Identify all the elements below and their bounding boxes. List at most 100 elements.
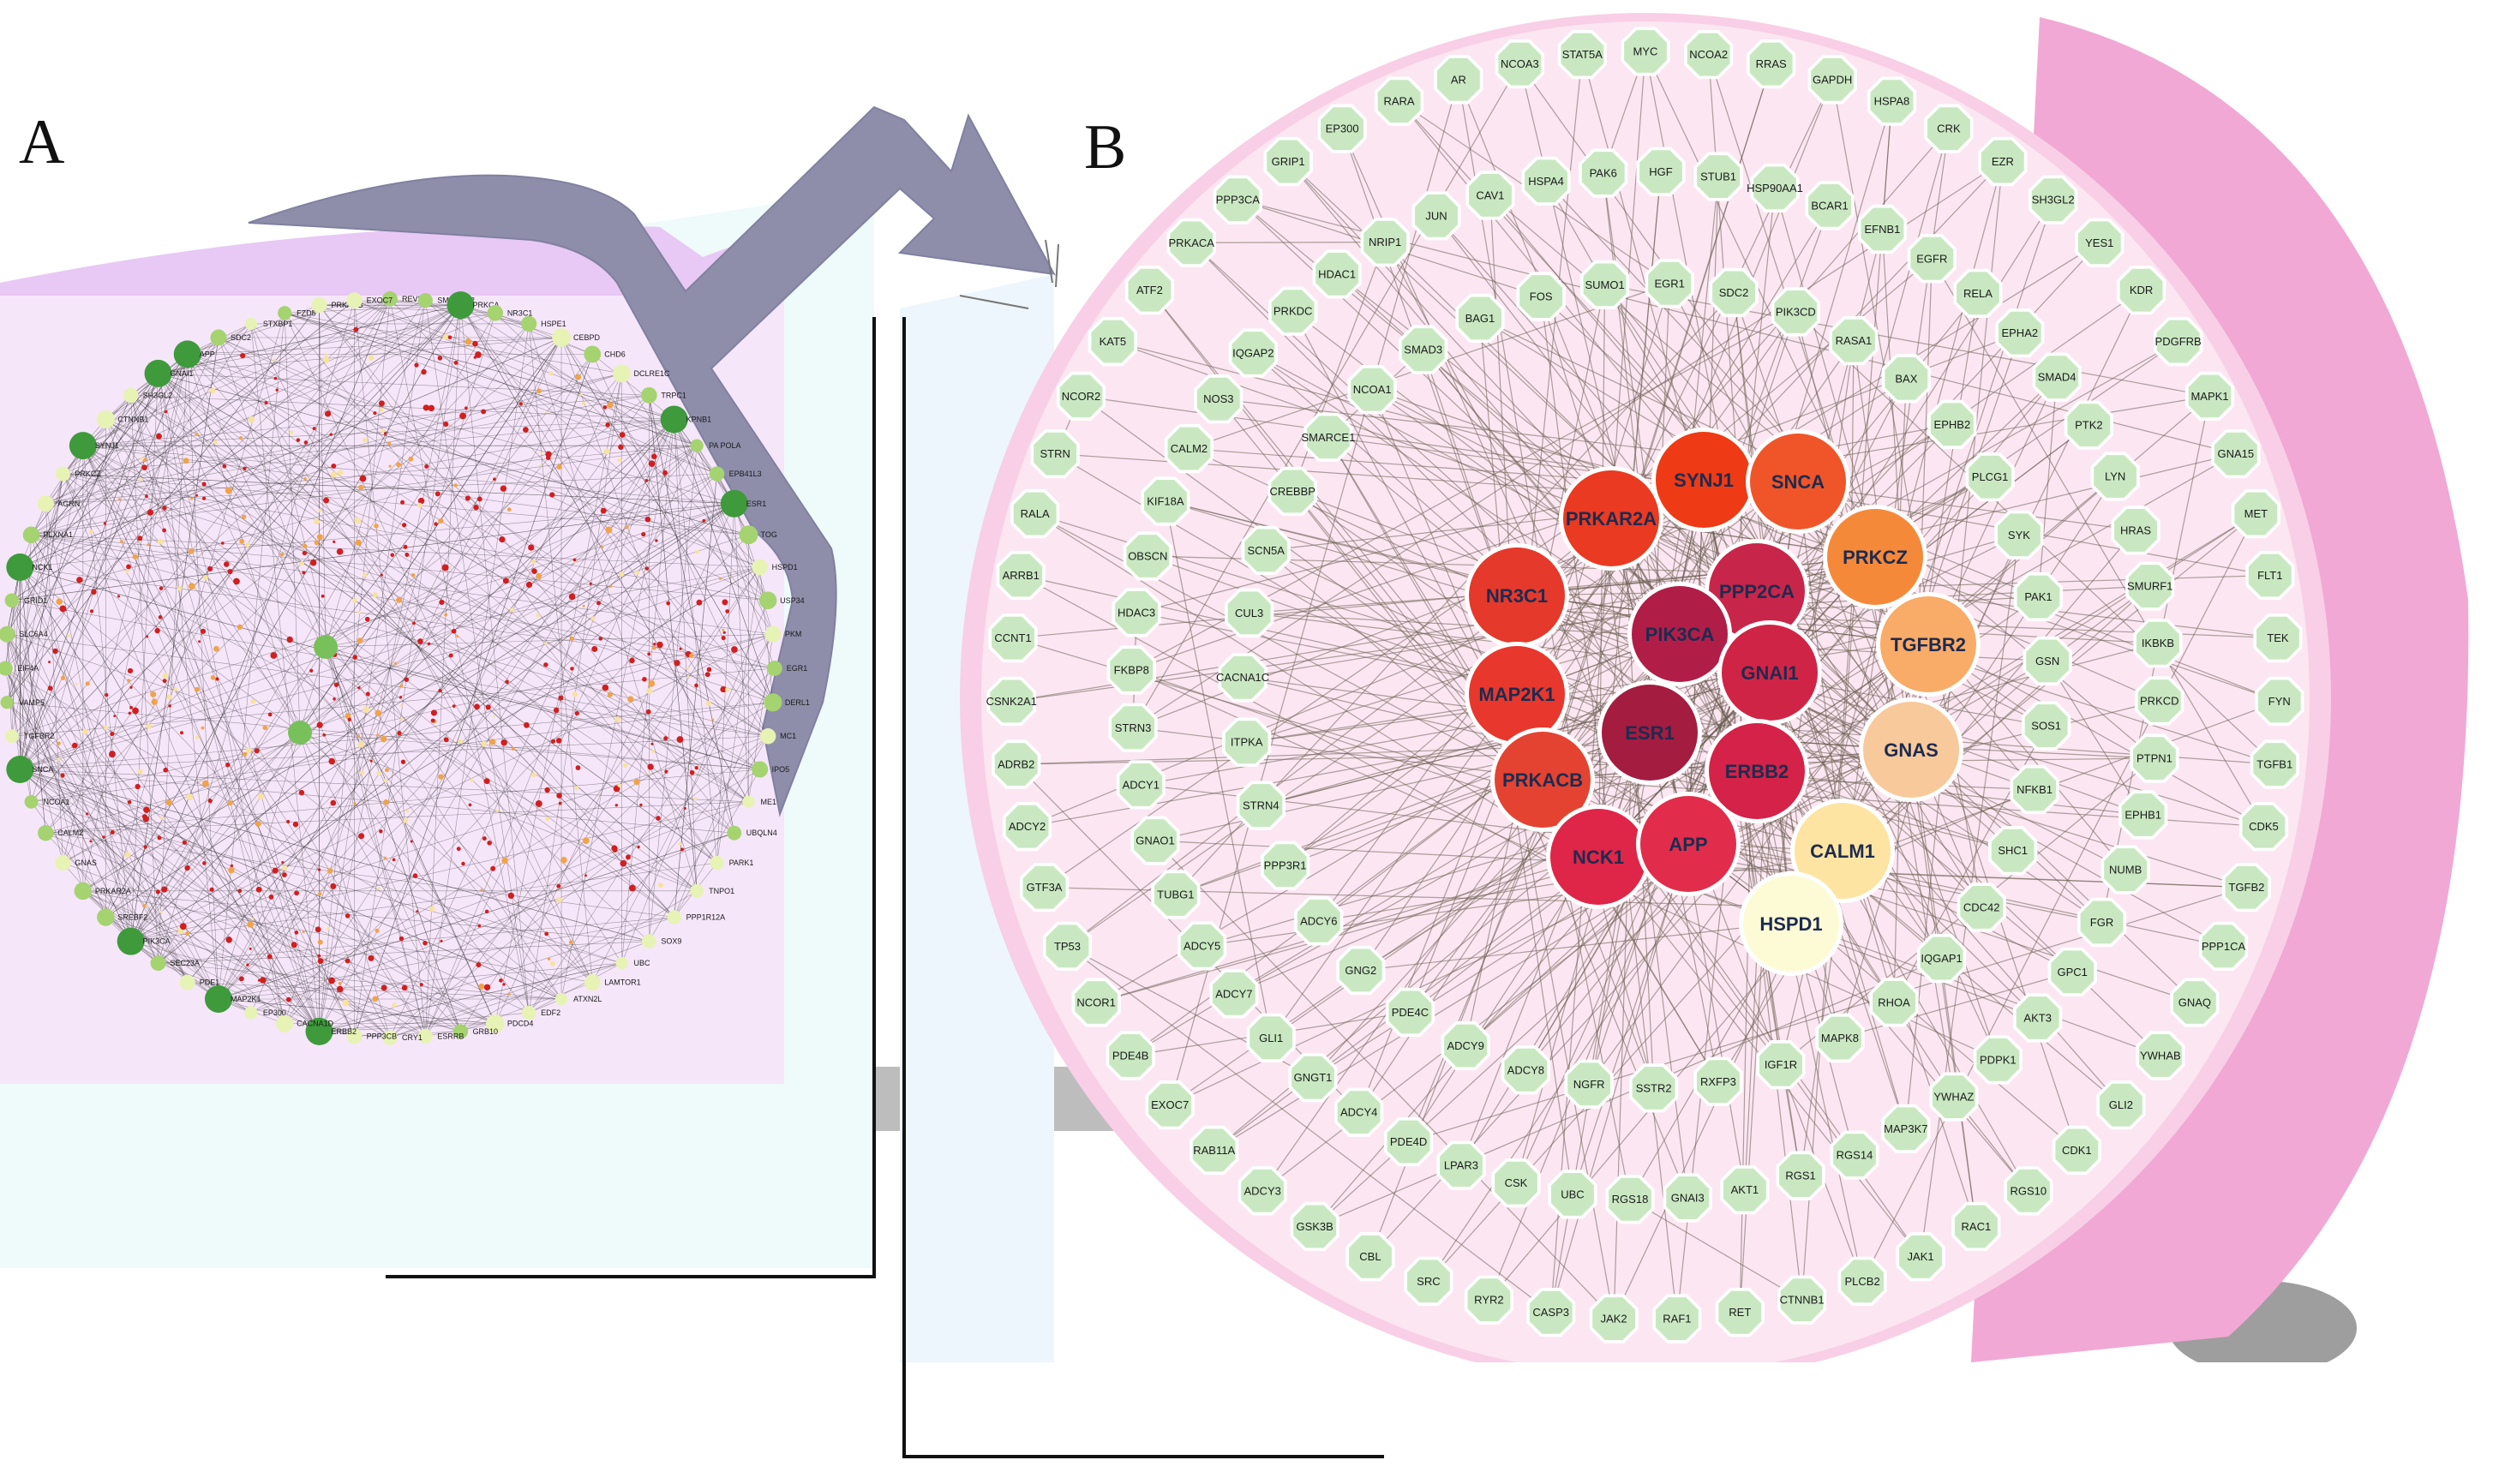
network-edge [319, 962, 622, 1032]
hub-node-label: CALM1 [1810, 841, 1875, 862]
gene-node-label: RAB11A [1193, 1144, 1235, 1157]
ring-node-label: CTNNB1 [117, 416, 148, 424]
interior-node [336, 985, 344, 993]
network-edge [218, 354, 593, 1000]
ring-node-circle [752, 761, 769, 778]
interior-node [731, 646, 738, 653]
network-edge [1604, 284, 1918, 755]
ring-node-label: HSPE1 [541, 320, 566, 328]
gene-node-efnb1: EFNB1 [1857, 204, 1908, 254]
gene-node-label: IKBKB [2142, 637, 2174, 649]
network-edge [45, 769, 760, 834]
interior-node [159, 910, 164, 914]
interior-node [693, 797, 698, 800]
interior-node [614, 804, 619, 807]
gene-node-shape [1495, 1161, 1537, 1205]
ring-node-srebf2: SREBF2 [97, 908, 147, 926]
ring-node-circle [38, 824, 54, 841]
hub-node-prkacb: PRKACB [1490, 727, 1595, 832]
gene-node-shape [1297, 899, 1340, 942]
network-edge [158, 300, 355, 964]
ring-node-circle [55, 854, 71, 871]
interior-node [483, 778, 490, 785]
ring-node-app: APP [173, 340, 215, 368]
gene-node-shape [1212, 972, 1256, 1015]
ring-node-label: PDE1 [200, 978, 220, 987]
interior-node [157, 538, 164, 545]
network-edge [1243, 677, 1934, 768]
gene-node-label: AKT1 [1731, 1183, 1759, 1196]
interior-node [444, 613, 448, 617]
network-edge [591, 354, 769, 737]
gene-node-shape [2024, 704, 2068, 747]
network-edge [63, 503, 734, 864]
network-edge [674, 419, 774, 703]
gene-node-fos: FOS [1516, 272, 1566, 321]
interior-node [584, 874, 587, 877]
interior-node [75, 682, 79, 686]
interior-node [603, 448, 610, 455]
hub-node-ppp2ca: PPP2CA [1705, 539, 1809, 643]
network-edge [31, 535, 131, 942]
gene-node-shape [1779, 1154, 1822, 1197]
interior-node [128, 711, 132, 715]
ring-node-circle [204, 984, 232, 1013]
gene-node-ncoa2: NCOA2 [1684, 30, 1734, 80]
gene-node-arrb1: ARRB1 [996, 550, 1046, 601]
gene-node-tek: TEK [2253, 613, 2303, 663]
hub-node-prkcz: PRKCZ [1823, 505, 1927, 609]
interior-node [358, 484, 364, 491]
ring-node-circle [766, 661, 782, 676]
network-edge [20, 298, 391, 770]
network-edge [325, 646, 496, 1024]
ring-node-rev3l: REV3L [382, 290, 427, 307]
network-edge [105, 419, 734, 834]
network-edge [63, 354, 189, 864]
interior-node [209, 887, 214, 892]
gene-node-ncoa1: NCOA1 [1347, 365, 1397, 415]
network-edge [325, 646, 760, 770]
gene-node-shape [1444, 1024, 1488, 1068]
network-edge [285, 304, 461, 314]
interior-node [437, 356, 443, 361]
gene-node-pik3cd: PIK3CD [1771, 287, 1820, 337]
ring-node-atxn2l: ATXN2L [554, 992, 602, 1006]
network-edge [299, 732, 593, 983]
interior-node [411, 572, 416, 577]
interior-node [544, 931, 549, 936]
interior-node [429, 906, 435, 913]
ring-node-pde1: PDE1 [179, 974, 220, 990]
network-edge [299, 337, 562, 733]
interior-node [358, 833, 365, 840]
gene-node-shape [1749, 42, 1793, 86]
network-edge [319, 917, 674, 1032]
gene-node-shape [2138, 1034, 2182, 1077]
gene-node-label: SHC1 [1998, 844, 2028, 857]
interior-node [299, 560, 304, 566]
network-edge [299, 337, 562, 733]
interior-node [628, 884, 636, 892]
ring-node-circle [752, 559, 769, 576]
gene-node-shape [2214, 432, 2257, 476]
interior-node [434, 522, 438, 526]
gene-node-label: EXOC7 [1151, 1098, 1189, 1111]
gene-node-label: MYC [1633, 45, 1658, 58]
network-edge [187, 982, 562, 1000]
interior-node [357, 734, 361, 738]
network-edge [6, 702, 391, 1038]
interior-node [363, 706, 370, 714]
interior-node [523, 427, 529, 433]
interior-node [696, 599, 703, 606]
interior-node [357, 611, 361, 615]
panel-a-ring-nodes: REV3LSMARCA2PRKCANR3C1HSPE1CEBPDCHD6DCLR… [0, 290, 810, 1045]
ring-node-circle [150, 955, 166, 972]
gene-node-shape [1498, 42, 1542, 86]
network-edge [218, 337, 760, 568]
interior-node [419, 983, 423, 987]
hub-node-label: MAP2K1 [1478, 684, 1555, 705]
network-edge [20, 300, 355, 568]
gene-node-fyn: FYN [2255, 676, 2304, 727]
interior-node [468, 803, 472, 807]
interior-node [223, 561, 230, 567]
gene-node-rgs18: RGS18 [1605, 1175, 1655, 1224]
